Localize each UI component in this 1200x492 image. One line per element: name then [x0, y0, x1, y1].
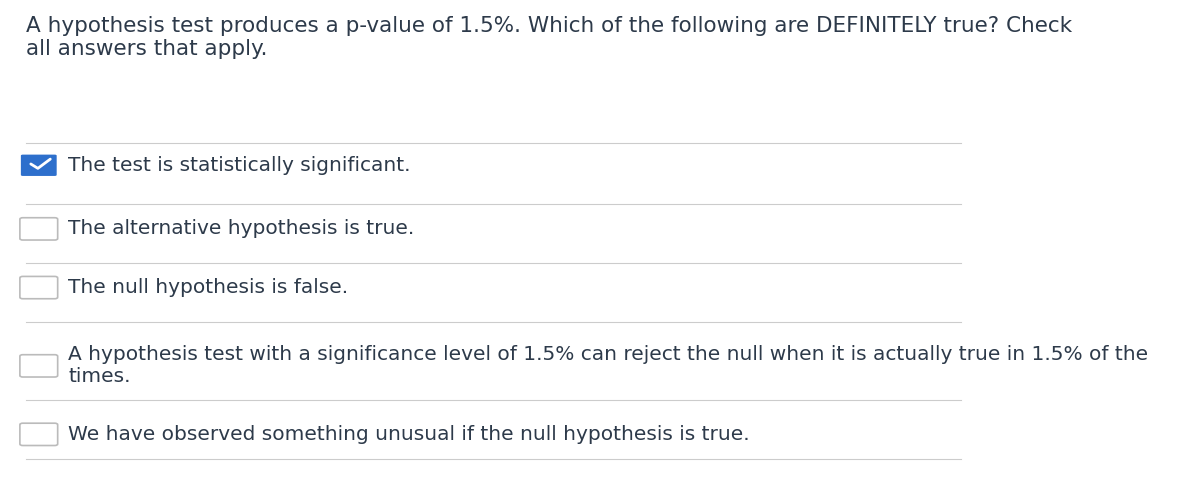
FancyBboxPatch shape [20, 277, 58, 299]
Text: The test is statistically significant.: The test is statistically significant. [68, 156, 410, 175]
Text: A hypothesis test with a significance level of 1.5% can reject the null when it : A hypothesis test with a significance le… [68, 345, 1148, 386]
FancyBboxPatch shape [20, 218, 58, 240]
Text: The null hypothesis is false.: The null hypothesis is false. [68, 278, 348, 297]
Text: A hypothesis test produces a p-value of 1.5%. Which of the following are DEFINIT: A hypothesis test produces a p-value of … [26, 16, 1072, 59]
Text: The alternative hypothesis is true.: The alternative hypothesis is true. [68, 219, 414, 239]
FancyBboxPatch shape [20, 154, 56, 176]
FancyBboxPatch shape [20, 423, 58, 445]
Text: We have observed something unusual if the null hypothesis is true.: We have observed something unusual if th… [68, 425, 750, 444]
FancyBboxPatch shape [20, 355, 58, 377]
